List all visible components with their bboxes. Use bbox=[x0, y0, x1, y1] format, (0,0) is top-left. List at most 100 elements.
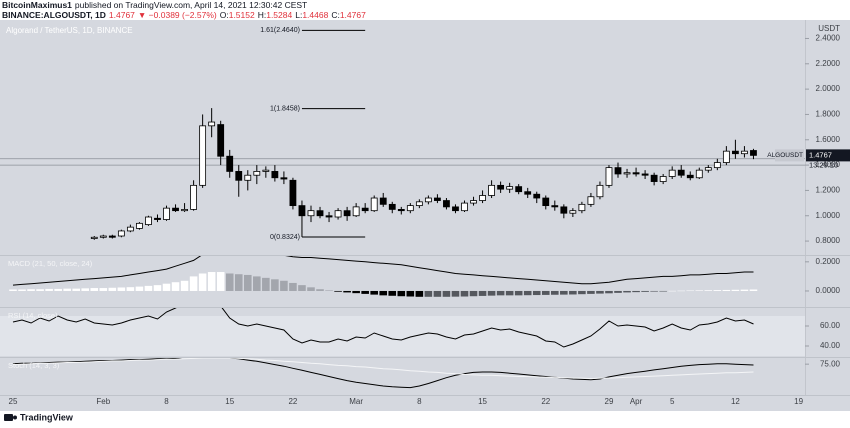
x-tick-label: 8 bbox=[417, 397, 422, 406]
indicator-name: MACD (21, 50, close, 24) bbox=[8, 259, 93, 268]
y-tick-label: 75.00 bbox=[820, 359, 841, 368]
histogram-bar bbox=[379, 290, 388, 296]
candle-body bbox=[470, 200, 477, 204]
close-value: 1.4767 bbox=[340, 10, 366, 20]
histogram-bar bbox=[659, 290, 667, 292]
histogram-bar bbox=[289, 282, 297, 291]
histogram-bar bbox=[415, 290, 424, 297]
candle-body bbox=[641, 173, 649, 176]
candle-body bbox=[217, 124, 225, 157]
histogram-bar bbox=[126, 287, 135, 291]
histogram-bar bbox=[541, 290, 550, 295]
candle-body bbox=[289, 179, 297, 207]
y-tick-label: 1.0000 bbox=[816, 211, 841, 220]
histogram-bar bbox=[9, 289, 17, 291]
candle-body bbox=[632, 172, 640, 175]
x-tick-label: 12 bbox=[731, 397, 740, 406]
indicator-panel bbox=[0, 308, 805, 356]
histogram-bar bbox=[406, 290, 415, 297]
y-tick-label: 0.2000 bbox=[816, 257, 841, 266]
histogram-bar bbox=[433, 290, 442, 297]
histogram-bar bbox=[614, 290, 622, 293]
candle-body bbox=[713, 162, 721, 169]
candle-body bbox=[424, 197, 432, 203]
histogram-bar bbox=[144, 285, 153, 291]
candle-body bbox=[659, 176, 667, 182]
candle-body bbox=[605, 167, 613, 186]
candle-body bbox=[316, 210, 324, 217]
histogram-bar bbox=[749, 289, 758, 291]
histogram-bar bbox=[641, 290, 649, 292]
candle-body bbox=[99, 235, 107, 238]
candle-body bbox=[741, 150, 748, 155]
histogram-bar bbox=[478, 290, 487, 296]
histogram-bar bbox=[72, 288, 81, 291]
candle-body bbox=[569, 210, 577, 214]
fib-label: 1(1.8458) bbox=[270, 105, 300, 112]
histogram-bar bbox=[81, 288, 90, 291]
histogram-bar bbox=[424, 290, 433, 297]
candle-body bbox=[704, 167, 712, 171]
candle-body bbox=[677, 169, 685, 176]
candle-body bbox=[361, 207, 369, 212]
histogram-bar bbox=[54, 288, 62, 291]
candle-body bbox=[379, 197, 387, 205]
x-tick-label: 29 bbox=[605, 397, 614, 406]
candle-body bbox=[126, 226, 134, 232]
histogram-bar bbox=[316, 289, 324, 291]
indicator-line bbox=[12, 256, 754, 286]
histogram-bar bbox=[587, 290, 595, 294]
candle-body bbox=[262, 169, 270, 172]
candle-body bbox=[542, 197, 550, 207]
y-tick-label: 0.0000 bbox=[816, 286, 841, 295]
histogram-bar bbox=[280, 280, 288, 291]
histogram-bar bbox=[704, 290, 713, 291]
candle-body bbox=[244, 174, 252, 181]
histogram-bar bbox=[307, 287, 315, 291]
candle-body bbox=[406, 205, 414, 212]
histogram-bar bbox=[514, 290, 523, 296]
x-tick-label: 22 bbox=[288, 397, 297, 406]
candle-body bbox=[199, 125, 207, 186]
y-tick-label: 1.4000 bbox=[816, 160, 841, 169]
histogram-bar bbox=[198, 273, 207, 291]
histogram-bar bbox=[27, 289, 35, 291]
candle-body bbox=[226, 155, 234, 172]
histogram-bar bbox=[225, 273, 234, 291]
candle-body bbox=[334, 210, 342, 218]
histogram-bar bbox=[596, 290, 604, 294]
histogram-bar bbox=[713, 290, 722, 291]
candle-body bbox=[352, 206, 360, 217]
candle-body bbox=[136, 222, 143, 229]
histogram-bar bbox=[216, 272, 225, 291]
candle-body bbox=[443, 200, 450, 208]
histogram-bar bbox=[560, 290, 568, 295]
histogram-bar bbox=[18, 289, 26, 291]
candle-body bbox=[108, 235, 116, 238]
candle-body bbox=[686, 174, 694, 179]
high-value: 1.5284 bbox=[266, 10, 292, 20]
y-tick-label: 2.0000 bbox=[816, 84, 841, 93]
indicator-line bbox=[12, 358, 754, 389]
candle-body bbox=[524, 191, 532, 195]
histogram-bar bbox=[370, 290, 378, 295]
candle-body bbox=[298, 205, 306, 217]
candle-body bbox=[452, 206, 459, 212]
candle-body bbox=[650, 174, 658, 182]
symbol: BINANCE:ALGOUSDT, 1D bbox=[2, 10, 106, 20]
x-tick-label: 22 bbox=[541, 397, 550, 406]
candle-body bbox=[461, 202, 468, 212]
price-label: 1.4767 bbox=[809, 150, 832, 159]
indicator-line bbox=[12, 308, 754, 348]
candle-body bbox=[488, 184, 495, 196]
header-line-2: BINANCE:ALGOUSDT, 1D 1.4767 ▼ −0.0389 (−2.… bbox=[2, 10, 366, 20]
histogram-bar bbox=[243, 274, 252, 291]
histogram-bar bbox=[460, 290, 469, 297]
symbol-tag bbox=[775, 149, 804, 162]
histogram-bar bbox=[108, 287, 117, 291]
candle-body bbox=[370, 197, 378, 212]
candle-body bbox=[623, 172, 631, 175]
histogram-bar bbox=[569, 290, 577, 295]
histogram-bar bbox=[180, 280, 189, 291]
